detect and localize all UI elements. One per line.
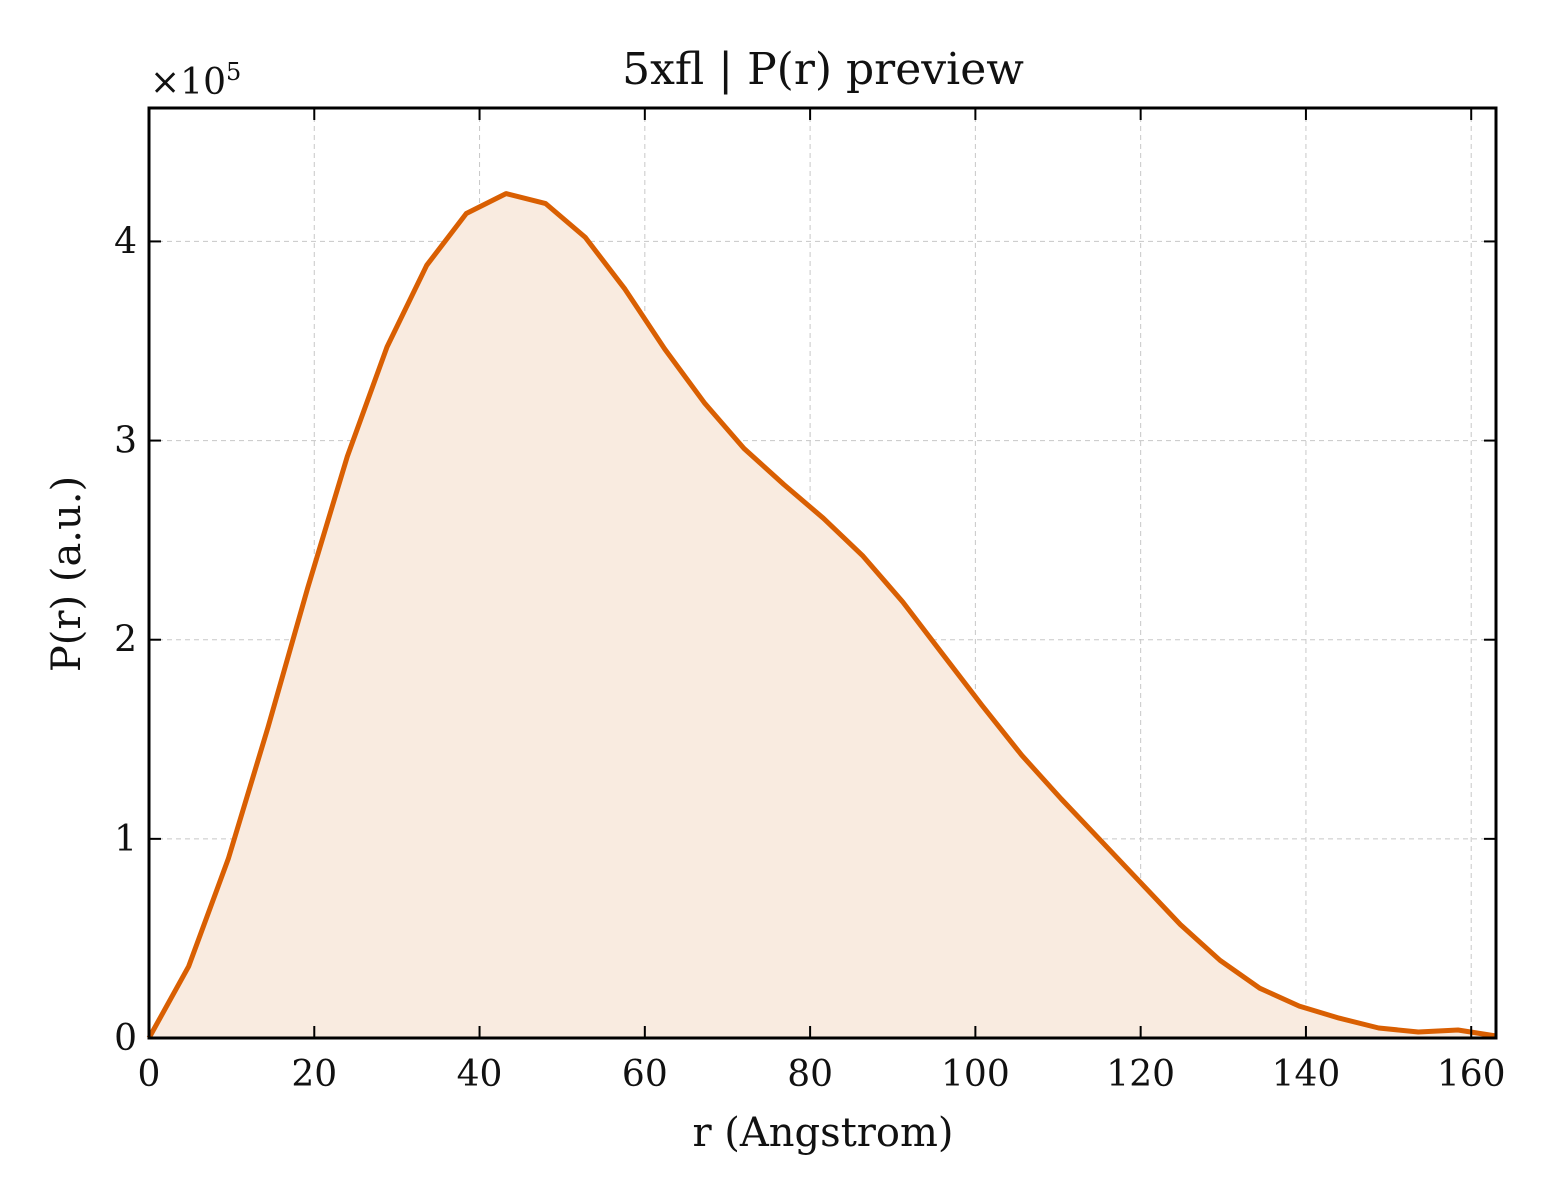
x-tick-label-5: 100	[941, 1054, 1010, 1095]
y-tick-label-0: 0	[114, 1018, 137, 1059]
y-axis-label: P(r) (a.u.)	[44, 476, 90, 672]
x-tick-label-0: 0	[138, 1054, 161, 1095]
x-tick-label-4: 80	[787, 1054, 833, 1095]
y-multiplier-base: ×10	[150, 62, 226, 103]
x-axis-label: r (Angstrom)	[692, 1110, 953, 1156]
y-tick-label-4: 4	[114, 221, 137, 262]
y-tick-label-1: 1	[114, 819, 137, 860]
chart-title: 5xfl | P(r) preview	[622, 44, 1024, 95]
y-multiplier-exponent: 5	[226, 58, 241, 86]
pr-area-fill	[149, 193, 1496, 1039]
x-tick-label-8: 160	[1437, 1054, 1506, 1095]
x-tick-label-3: 60	[622, 1054, 668, 1095]
tick-layer: 0 20 40 60 80 100 120 140 160 0 1 2 3 4	[114, 108, 1506, 1095]
x-tick-label-1: 20	[291, 1054, 337, 1095]
x-tick-label-6: 120	[1106, 1054, 1175, 1095]
x-tick-label-2: 40	[457, 1054, 503, 1095]
x-tick-label-7: 140	[1272, 1054, 1341, 1095]
y-tick-label-3: 3	[114, 421, 137, 462]
y-tick-label-2: 2	[114, 620, 137, 661]
pr-data-line	[146, 191, 1497, 1040]
y-axis-multiplier: ×105	[150, 58, 241, 103]
plot-frame	[147, 106, 1498, 1040]
